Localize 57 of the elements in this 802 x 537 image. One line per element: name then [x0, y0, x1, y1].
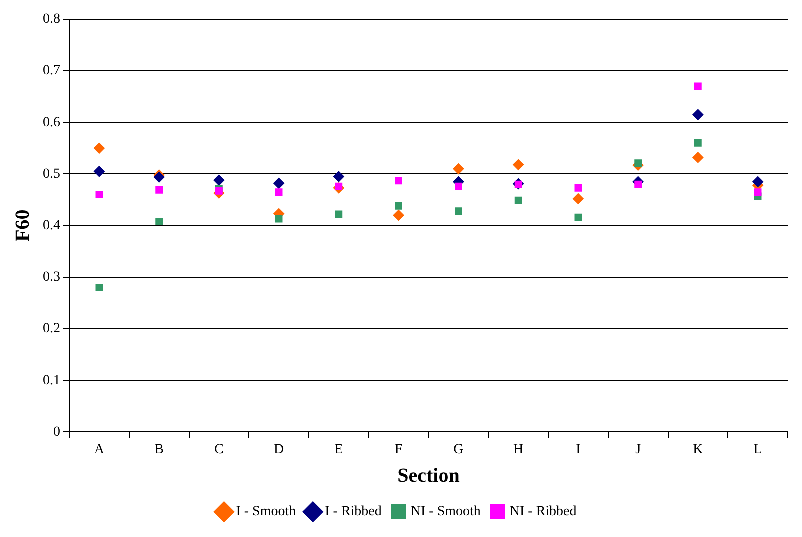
point [692, 152, 704, 164]
point [455, 182, 462, 190]
legend-label: I - Smooth [236, 504, 296, 520]
x-tick-label: F [394, 442, 403, 458]
x-tick-label: H [514, 442, 524, 458]
point [333, 171, 344, 182]
y-axis-title: F60 [12, 210, 34, 242]
point [94, 142, 105, 154]
point [692, 109, 704, 120]
y-tick-label: 0.7 [43, 64, 60, 79]
x-tick-label: L [754, 442, 762, 458]
point [574, 214, 582, 222]
x-axis-title: Section [398, 465, 460, 488]
point [275, 188, 283, 196]
point [634, 180, 642, 188]
x-tick-label: C [214, 442, 224, 458]
point [214, 174, 225, 186]
x-tick-label: E [334, 442, 344, 458]
point [156, 186, 163, 194]
x-tick-label: K [693, 442, 704, 458]
point [96, 191, 104, 199]
point [335, 210, 343, 218]
legend-label: NI - Ribbed [510, 504, 577, 520]
x-tick-label: G [454, 442, 464, 458]
point [694, 140, 702, 147]
point [274, 178, 285, 189]
y-tick-label: 0.4 [43, 218, 60, 234]
y-tick-label: 0.5 [43, 166, 60, 182]
y-tick-label: 0 [54, 424, 60, 440]
point [572, 193, 584, 204]
point [393, 210, 404, 221]
point [752, 176, 764, 188]
point [96, 284, 104, 292]
x-tick-label: I [576, 442, 582, 458]
x-tick-label: B [154, 442, 164, 458]
point [514, 196, 522, 204]
point [513, 159, 524, 170]
x-tick-label: J [636, 442, 642, 458]
legend-label: NI - Smooth [410, 504, 481, 520]
point [574, 184, 582, 192]
point [156, 218, 163, 226]
point [395, 177, 402, 185]
point [275, 215, 283, 223]
point [694, 82, 702, 90]
y-tick-label: 0.1 [43, 373, 60, 388]
point [754, 188, 762, 196]
x-tick-label: A [94, 442, 106, 458]
legend-label: I - Ribbed [325, 504, 382, 520]
point [94, 166, 105, 178]
y-tick-label: 0.3 [43, 270, 60, 286]
point [395, 202, 402, 210]
point [453, 164, 464, 175]
x-tick-label: D [274, 442, 284, 458]
y-tick-label: 0.6 [43, 115, 60, 130]
y-tick-label: 0.2 [43, 322, 60, 337]
point [455, 208, 462, 216]
y-tick-label: 0.8 [43, 12, 60, 28]
